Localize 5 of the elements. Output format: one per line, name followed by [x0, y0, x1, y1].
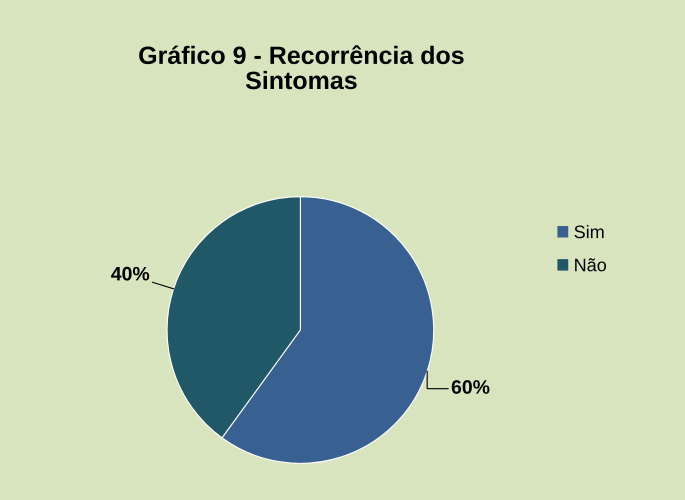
legend-label: Sim [574, 225, 604, 238]
data-label: 60% [452, 380, 490, 394]
legend-label: Não [575, 258, 606, 272]
data-label: 40% [111, 266, 150, 281]
chart-title: Gráfico 9 - Recorrência dos Sintomas [139, 45, 464, 90]
